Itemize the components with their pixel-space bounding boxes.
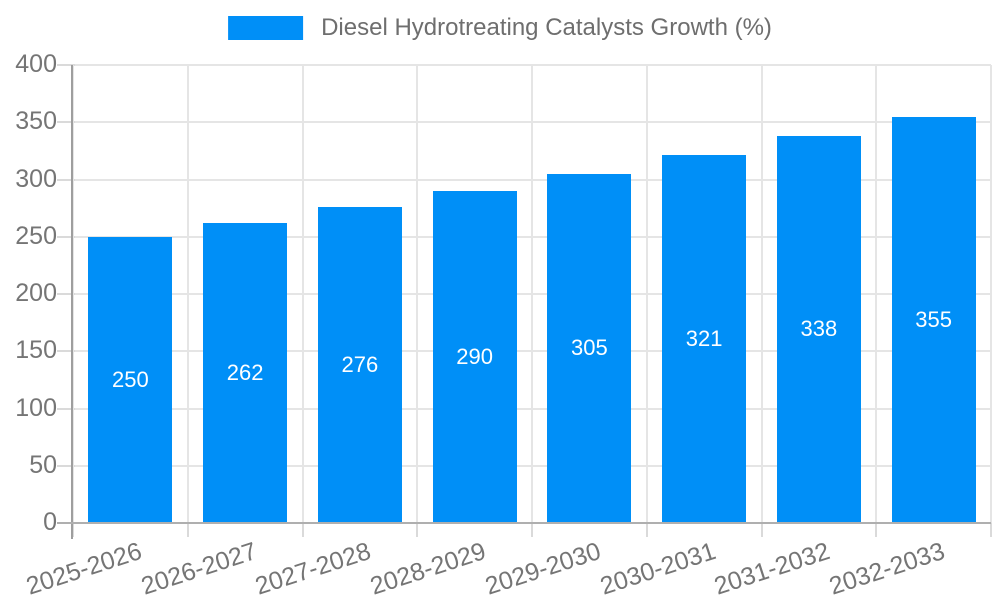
legend-label: Diesel Hydrotreating Catalysts Growth (%… [321,14,772,41]
x-axis-tick [875,523,878,537]
bar[interactable] [891,116,976,523]
bar-value-label: 338 [800,316,838,342]
bar-value-label: 262 [226,360,264,385]
bar-value-label: 355 [915,306,952,332]
y-tick-label: 150 [15,336,57,365]
bar-value-label: 305 [571,335,608,361]
v-gridline [72,65,74,523]
y-axis-tick [57,407,75,410]
y-tick-label: 350 [15,107,57,136]
x-category-label: 2032-2033 [825,537,949,600]
x-axis-tick [531,523,533,537]
bar[interactable] [203,223,288,523]
x-category-label: 2027-2028 [252,537,375,600]
y-axis-tick [57,464,75,467]
x-category-label: 2026-2027 [137,537,260,600]
legend-color-swatch [228,16,304,40]
y-axis-tick [57,350,75,353]
x-axis-tick [301,523,304,537]
y-tick-label: 100 [15,393,57,422]
y-tick-label: 0 [43,507,57,536]
x-category-label: 2028-2029 [366,537,490,600]
bar-value-label: 321 [685,326,723,352]
bar-value-label: 276 [341,351,379,377]
x-axis-tick [760,523,763,537]
v-gridline [990,65,992,523]
x-axis-line [57,522,991,524]
y-axis-tick [57,235,75,238]
y-tick-label: 400 [15,49,57,78]
v-gridline [186,65,189,523]
legend-item[interactable]: Diesel Hydrotreating Catalysts Growth (%… [228,14,772,42]
v-gridline [760,65,763,523]
bar[interactable] [317,206,402,523]
y-tick-label: 300 [15,164,57,193]
x-axis-tick [416,523,419,537]
y-tick-label: 200 [15,278,57,307]
x-category-label: 2030-2031 [596,537,719,600]
y-axis-tick [57,121,75,124]
v-gridline [531,65,533,523]
bar[interactable] [547,173,632,523]
v-gridline [645,65,648,523]
x-category-label: 2025-2026 [22,537,146,600]
y-axis-tick [57,293,75,295]
v-gridline [875,65,878,523]
x-category-label: 2029-2030 [481,537,605,600]
bar-value-label: 250 [112,366,149,392]
bar[interactable] [432,190,517,523]
bar-value-label: 290 [456,343,493,369]
y-axis-line [71,65,73,539]
x-axis-tick [72,523,74,537]
bar[interactable] [776,135,861,523]
x-category-label: 2031-2032 [711,537,834,600]
v-gridline [301,65,304,523]
y-tick-label: 50 [29,450,57,479]
bar[interactable] [662,155,747,523]
v-gridline [416,65,419,523]
x-axis-tick [990,523,992,537]
y-tick-label: 250 [15,221,57,250]
y-axis-tick [57,64,75,66]
x-axis-tick [645,523,648,537]
x-axis-tick [186,523,189,537]
bar[interactable] [88,236,173,523]
y-axis-tick [57,178,75,181]
